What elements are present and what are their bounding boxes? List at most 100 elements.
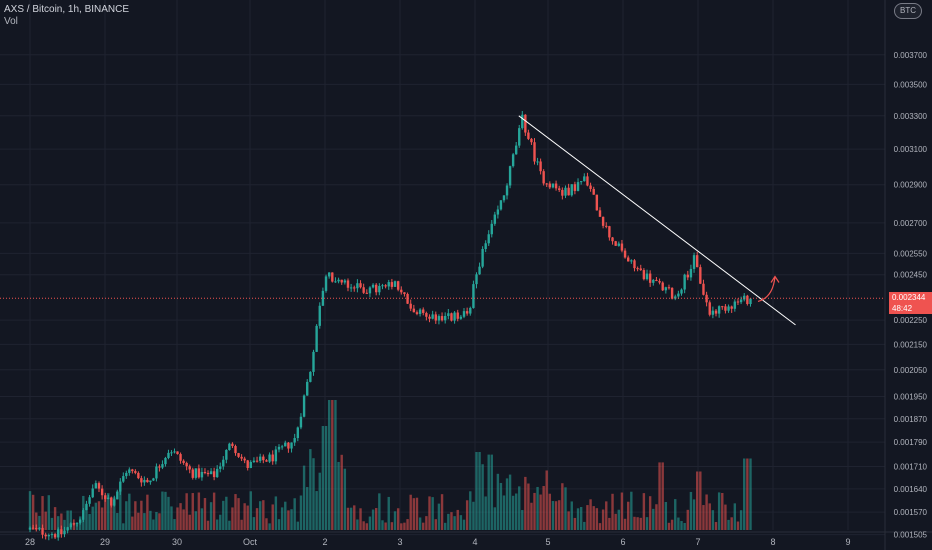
candle-body: [53, 534, 57, 538]
time-tick-label: 2: [322, 537, 327, 547]
trendline[interactable]: [518, 115, 796, 326]
volume-bar: [179, 503, 182, 530]
volume-bars: [28, 400, 752, 530]
volume-bar: [418, 517, 422, 530]
candle-body: [487, 234, 490, 244]
volume-bar: [280, 507, 284, 530]
candle-body: [146, 479, 149, 483]
candle-body: [409, 303, 412, 309]
volume-bar: [465, 500, 469, 530]
candle-body: [511, 154, 515, 167]
candle-body: [72, 523, 76, 525]
candle-body: [518, 128, 521, 146]
candle-body: [478, 266, 481, 275]
volume-bar: [422, 522, 425, 530]
volume-bar: [38, 515, 41, 530]
candle-body: [203, 471, 207, 473]
candle-body: [35, 528, 38, 530]
candle-body: [327, 272, 331, 277]
volume-bar: [400, 523, 403, 530]
candle-body: [206, 472, 210, 475]
candle-body: [390, 282, 394, 287]
candle-body: [667, 287, 671, 289]
volume-bar: [586, 505, 589, 530]
candle-body: [749, 298, 752, 304]
volume-bar: [315, 491, 318, 530]
volume-bar: [499, 482, 503, 530]
volume-bar: [623, 518, 627, 530]
volume-bar: [362, 521, 365, 530]
volume-bar: [356, 519, 359, 530]
volume-bar: [717, 492, 721, 530]
candle-body: [194, 468, 198, 478]
volume-bar: [63, 519, 66, 530]
volume-bar: [309, 449, 312, 530]
volume-bar: [702, 505, 705, 530]
candle-body: [570, 184, 573, 196]
volume-bar: [652, 508, 655, 530]
volume-bar: [215, 519, 219, 530]
volume-label: Vol: [4, 16, 18, 27]
volume-bar: [462, 519, 466, 530]
volume-bar: [551, 501, 555, 530]
candle-body: [505, 185, 509, 196]
time-axis[interactable]: 28 29 30 Oct 2 3 4 5 6 7 8 9: [25, 537, 851, 547]
volume-bar: [749, 458, 752, 530]
candle-body: [306, 381, 309, 396]
candle-body: [321, 290, 325, 306]
volume-bar: [721, 492, 724, 530]
candle-body: [315, 325, 318, 352]
volume-bar: [692, 499, 696, 530]
candle-body: [155, 466, 158, 479]
candle-body: [173, 451, 176, 453]
breakout-arrow[interactable]: [757, 275, 780, 303]
volume-bar: [128, 493, 131, 530]
candle-body: [406, 294, 409, 304]
volume-bar: [349, 507, 353, 530]
volume-bar: [194, 511, 198, 530]
candle-body: [727, 306, 730, 311]
bar-countdown: 48:42: [892, 304, 913, 314]
candle-body: [459, 316, 463, 319]
symbol-title: AXS / Bitcoin, 1h, BINANCE: [4, 4, 130, 15]
candle-body: [243, 458, 246, 461]
candle-body: [499, 200, 503, 210]
chart-legend: AXS / Bitcoin, 1h, BINANCE Vol: [4, 4, 129, 28]
time-tick-label: 5: [545, 537, 550, 547]
volume-bar: [88, 514, 91, 530]
volume-bar: [567, 511, 570, 530]
candle-body: [85, 503, 88, 511]
volume-bar: [658, 462, 661, 530]
volume-bar: [680, 521, 683, 530]
volume-bar: [664, 501, 668, 530]
candle-body: [237, 453, 240, 457]
volume-bar: [182, 509, 185, 530]
candle-body: [567, 187, 570, 196]
volume-bar: [633, 516, 636, 530]
candle-body: [589, 185, 592, 189]
volume-bar: [431, 497, 434, 530]
candle-body: [209, 471, 213, 475]
volume-bar: [711, 510, 715, 530]
volume-bar: [334, 400, 337, 530]
candle-body: [705, 294, 708, 303]
candle-body: [368, 287, 372, 294]
volume-bar: [670, 519, 674, 530]
candle-body: [579, 181, 583, 183]
candle-body: [334, 281, 337, 283]
volume-bar: [321, 426, 325, 530]
volume-bar: [353, 505, 356, 530]
volume-bar: [240, 519, 243, 530]
candle-body: [743, 295, 746, 300]
candle-body: [299, 416, 303, 428]
candle-body: [140, 478, 143, 483]
volume-bar: [496, 473, 500, 530]
candle-body: [633, 260, 636, 269]
currency-badge[interactable]: BTC: [894, 3, 922, 19]
volume-bar: [134, 501, 137, 530]
candle-body: [692, 255, 696, 269]
candle-body: [648, 273, 652, 283]
price-axis[interactable]: 0.001505 0.001570 0.001640 0.001710 0.001790…: [894, 51, 928, 540]
candle-body: [318, 305, 321, 326]
